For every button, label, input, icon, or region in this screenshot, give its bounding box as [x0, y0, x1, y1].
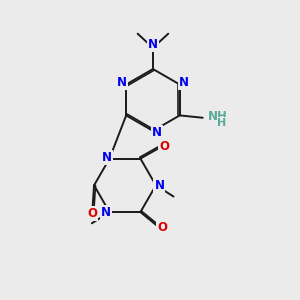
Text: O: O: [157, 221, 167, 234]
Text: N: N: [117, 76, 127, 88]
Text: O: O: [159, 140, 169, 153]
Text: N: N: [148, 38, 158, 51]
Text: N: N: [101, 206, 111, 219]
Text: N: N: [152, 126, 162, 139]
Text: H: H: [218, 118, 227, 128]
Text: NH: NH: [208, 110, 228, 123]
Text: N: N: [154, 179, 164, 192]
Text: O: O: [87, 207, 97, 220]
Text: N: N: [178, 76, 188, 88]
Text: N: N: [102, 151, 112, 164]
